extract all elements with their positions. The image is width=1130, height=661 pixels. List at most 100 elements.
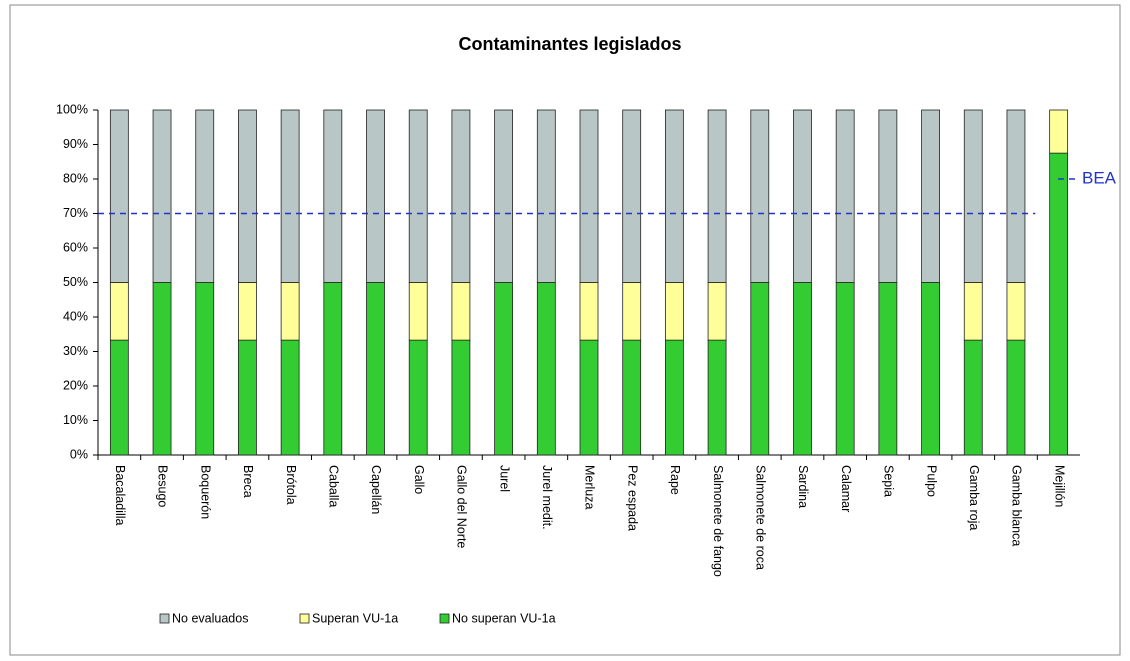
- x-tick-label: Pulpo: [924, 465, 938, 497]
- x-tick-label: Caballa: [327, 465, 341, 507]
- bar-segment: [109, 339, 129, 456]
- legend-label: No evaluados: [172, 611, 248, 625]
- x-tick-label: Mejillón: [1052, 465, 1066, 507]
- legend-swatch: [439, 613, 450, 624]
- x-tick-label: Bacaladilla: [113, 465, 127, 526]
- x-tick-label: Pez espada: [625, 465, 639, 531]
- x-tick-label: Salmonete de roca: [753, 465, 767, 570]
- y-tick-label: 0%: [70, 447, 88, 461]
- x-tick-label: Salmonete de fango: [711, 465, 725, 577]
- bar-segment: [622, 339, 642, 456]
- bar-segment: [878, 109, 898, 283]
- bar-segment: [963, 282, 983, 341]
- bar-segment: [579, 109, 599, 283]
- bar-segment: [707, 339, 727, 456]
- bar-segment: [451, 109, 471, 283]
- bar-segment: [408, 339, 428, 456]
- bar-segment: [793, 282, 812, 456]
- bar-segment: [280, 339, 300, 456]
- y-tick-label: 20%: [63, 378, 88, 392]
- annotation-label: BEA: [1082, 168, 1117, 187]
- chart-frame: [9, 4, 1121, 656]
- bar-segment: [963, 109, 983, 283]
- bar-segment: [280, 109, 300, 283]
- bar-segment: [579, 282, 599, 341]
- bar-segment: [152, 109, 172, 283]
- bar-segment: [664, 339, 684, 456]
- y-tick-label: 100%: [56, 102, 88, 116]
- bar-segment: [366, 282, 385, 456]
- bar-segment: [921, 282, 940, 456]
- x-tick-label: Gamba blanca: [1010, 465, 1024, 546]
- bar-segment: [109, 109, 129, 283]
- bar-segment: [536, 109, 556, 283]
- bar-segment: [707, 109, 727, 283]
- bar-segment: [451, 339, 471, 456]
- bar-segment: [750, 282, 770, 456]
- x-tick-label: Sardina: [796, 465, 810, 508]
- bar-segment: [622, 109, 642, 283]
- legend-label: Superan VU-1a: [312, 611, 398, 625]
- bar-segment: [238, 339, 257, 456]
- bar-segment: [195, 109, 215, 283]
- bar-segment: [1049, 152, 1069, 456]
- bar-segment: [835, 282, 855, 456]
- bar-segment: [1006, 282, 1026, 341]
- legend-swatch: [299, 613, 310, 624]
- x-tick-label: Breca: [241, 465, 255, 498]
- x-tick-label: Rape: [668, 465, 682, 495]
- bar-segment: [408, 282, 428, 341]
- bar-segment: [664, 109, 684, 283]
- bar-segment: [109, 282, 129, 341]
- bar-segment: [622, 282, 642, 341]
- bar-segment: [408, 109, 428, 283]
- y-tick-label: 40%: [63, 309, 88, 323]
- bar-segment: [238, 282, 257, 341]
- bar-segment: [1049, 109, 1069, 154]
- bar-segment: [195, 282, 215, 456]
- y-tick-label: 50%: [63, 275, 88, 289]
- bar-segment: [878, 282, 898, 456]
- y-tick-label: 90%: [63, 137, 88, 151]
- bar-segment: [238, 109, 257, 283]
- bar-segment: [494, 109, 514, 283]
- bar-segment: [664, 282, 684, 341]
- y-tick-label: 70%: [63, 206, 88, 220]
- bar-segment: [280, 282, 300, 341]
- legend-label: No superan VU-1a: [452, 611, 556, 625]
- bar-segment: [963, 339, 983, 456]
- bar-segment: [579, 339, 599, 456]
- y-tick-label: 30%: [63, 344, 88, 358]
- x-tick-label: Calamar: [839, 465, 853, 512]
- chart-title: Contaminantes legislados: [458, 34, 681, 54]
- bar-segment: [323, 109, 343, 283]
- y-tick-label: 80%: [63, 171, 88, 185]
- x-tick-label: Sepia: [882, 465, 896, 497]
- bar-segment: [750, 109, 770, 283]
- x-tick-label: Jurel medit.: [540, 465, 554, 530]
- y-tick-label: 10%: [63, 413, 88, 427]
- bar-segment: [323, 282, 343, 456]
- x-tick-label: Brótola: [284, 465, 298, 505]
- y-tick-label: 60%: [63, 240, 88, 254]
- x-tick-label: Besugo: [156, 465, 170, 507]
- bar-segment: [451, 282, 471, 341]
- bar-segment: [1006, 109, 1026, 283]
- bar-segment: [494, 282, 514, 456]
- x-tick-label: Gamba roja: [967, 465, 981, 530]
- bar-segment: [1006, 339, 1026, 456]
- bar-segment: [921, 109, 940, 283]
- x-tick-label: Boquerón: [198, 465, 212, 519]
- bar-segment: [152, 282, 172, 456]
- bar-segment: [835, 109, 855, 283]
- x-tick-label: Capellán: [369, 465, 383, 514]
- x-tick-label: Gallo: [412, 465, 426, 494]
- bar-segment: [793, 109, 812, 283]
- bar-segment: [536, 282, 556, 456]
- x-tick-label: Jurel: [497, 465, 511, 492]
- bar-segment: [366, 109, 385, 283]
- x-tick-label: Merluza: [583, 465, 597, 510]
- bar-segment: [707, 282, 727, 341]
- x-tick-label: Gallo del Norte: [455, 465, 469, 548]
